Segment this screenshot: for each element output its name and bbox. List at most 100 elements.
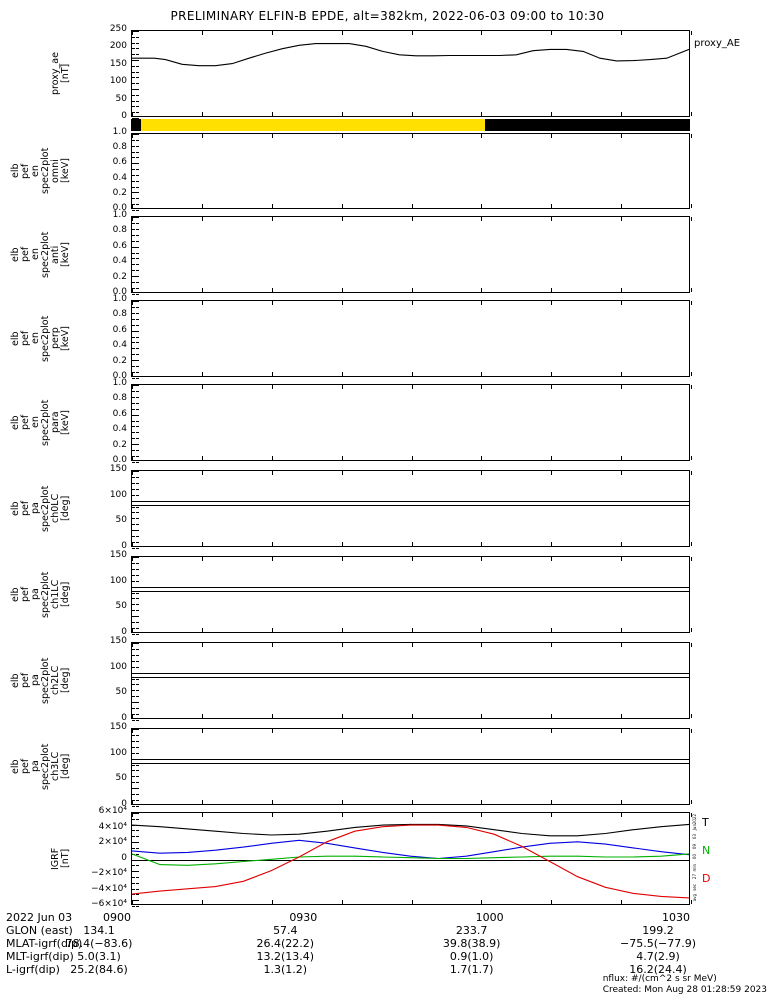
x-tick <box>272 456 273 460</box>
x-tick-top <box>342 471 343 475</box>
x-tick <box>481 800 482 804</box>
info-row-value: 25.2(84.6) <box>70 963 128 976</box>
y-tick-label: 0.8 <box>112 142 127 153</box>
y-tick-label: 0 <box>121 852 127 863</box>
y-tick-label: 0.2 <box>112 439 127 450</box>
y-axis-title-part: [nT] <box>60 848 71 869</box>
x-tick-top <box>202 557 203 561</box>
info-row-value: 39.8(38.9) <box>442 937 501 950</box>
info-date: 2022 Jun 03 <box>6 911 73 924</box>
x-tick-top <box>412 813 413 817</box>
trace-group <box>132 43 689 67</box>
x-tick-top <box>551 643 552 647</box>
tiny-axis-annotation: avg <box>692 894 697 902</box>
x-tick <box>132 628 133 632</box>
x-tick <box>342 900 343 904</box>
x-tick-top <box>202 301 203 305</box>
y-tick-label: 0.0 <box>112 455 127 465</box>
x-tick <box>132 800 133 804</box>
x-tick <box>202 112 203 116</box>
x-tick <box>691 204 692 208</box>
x-tick-top <box>691 301 692 305</box>
info-row-value: −75.5(−77.9) <box>619 937 696 950</box>
x-tick-top <box>481 557 482 561</box>
x-tick-top <box>272 31 273 35</box>
x-tick <box>481 900 482 904</box>
panel-en-anti <box>131 216 692 295</box>
x-axis-time-label: 0930 <box>289 911 318 924</box>
y-axis-title-part: [keV] <box>60 242 71 267</box>
x-tick <box>551 628 552 632</box>
axis-ticks-right <box>132 31 139 119</box>
x-tick-top <box>272 813 273 817</box>
axis-ticks-right <box>132 301 139 379</box>
y-tick-label: 0 <box>121 713 127 723</box>
info-row-value: 5.0(3.1) <box>77 950 121 963</box>
x-tick-top <box>272 301 273 305</box>
x-tick-top <box>342 301 343 305</box>
x-tick <box>202 542 203 546</box>
y-tick-label: 100 <box>109 76 127 87</box>
x-tick <box>621 288 622 292</box>
x-tick-top <box>272 729 273 733</box>
info-row-label: MLAT-igrf(dip) <box>6 937 83 950</box>
y-tick-label: 250 <box>109 24 127 34</box>
x-tick <box>202 204 203 208</box>
x-tick-top <box>551 385 552 389</box>
x-tick-top <box>342 385 343 389</box>
status-bar <box>131 119 690 131</box>
series-N <box>132 853 689 866</box>
y-tick-label: 200 <box>109 41 127 52</box>
y-tick-label: 0.8 <box>112 225 127 236</box>
y-tick-label: 100 <box>109 747 127 758</box>
info-row-label: MLT-igrf(dip) <box>6 950 74 963</box>
y-tick-label: 50 <box>115 601 127 612</box>
x-tick-top <box>272 385 273 389</box>
x-tick-top <box>412 471 413 475</box>
info-row-value: 233.7 <box>455 924 488 937</box>
x-tick <box>272 714 273 718</box>
x-tick <box>412 714 413 718</box>
x-tick <box>621 456 622 460</box>
x-tick <box>551 800 552 804</box>
x-tick <box>132 204 133 208</box>
x-tick-top <box>132 31 133 35</box>
x-axis-time-label: 1030 <box>662 911 690 924</box>
y-tick-label: 50 <box>115 687 127 698</box>
x-tick <box>691 900 692 904</box>
x-tick-top <box>342 729 343 733</box>
x-tick <box>551 456 552 460</box>
y-tick-label: −4×10⁴ <box>91 883 127 894</box>
y-tick-label: 0.8 <box>112 309 127 320</box>
y-axis-title-part: [deg] <box>60 581 71 608</box>
x-tick <box>272 112 273 116</box>
x-tick <box>691 714 692 718</box>
x-tick <box>342 628 343 632</box>
y-tick-label: 100 <box>109 489 127 500</box>
x-tick-top <box>412 134 413 138</box>
x-tick-top <box>412 385 413 389</box>
x-tick-top <box>691 813 692 817</box>
x-tick <box>551 542 552 546</box>
x-tick <box>342 542 343 546</box>
x-tick <box>691 372 692 376</box>
x-tick <box>272 542 273 546</box>
x-tick <box>481 112 482 116</box>
x-tick <box>342 288 343 292</box>
y-axis-title-part: [deg] <box>60 667 71 694</box>
y-tick-label: 2×10⁴ <box>98 837 127 847</box>
trace-group <box>132 823 689 899</box>
x-tick <box>202 900 203 904</box>
x-tick-top <box>481 729 482 733</box>
page-title: PRELIMINARY ELFIN-B EPDE, alt=382km, 202… <box>170 9 605 23</box>
x-tick <box>202 456 203 460</box>
x-tick-top <box>481 134 482 138</box>
x-tick <box>342 112 343 116</box>
x-tick-top <box>621 217 622 221</box>
x-tick-top <box>691 471 692 475</box>
x-tick-top <box>342 813 343 817</box>
x-tick-top <box>691 729 692 733</box>
y-tick-label: 150 <box>109 464 127 474</box>
axis-ticks-right <box>132 557 139 635</box>
x-tick-top <box>621 301 622 305</box>
